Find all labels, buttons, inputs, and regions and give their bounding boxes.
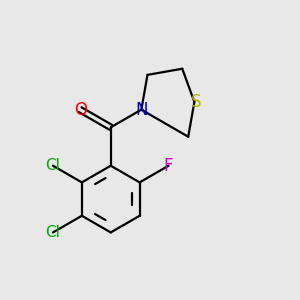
Text: S: S bbox=[191, 93, 202, 111]
Text: O: O bbox=[74, 101, 87, 119]
Text: Cl: Cl bbox=[46, 225, 60, 240]
Text: Cl: Cl bbox=[46, 158, 60, 173]
Text: N: N bbox=[135, 101, 148, 119]
Text: F: F bbox=[164, 157, 173, 175]
